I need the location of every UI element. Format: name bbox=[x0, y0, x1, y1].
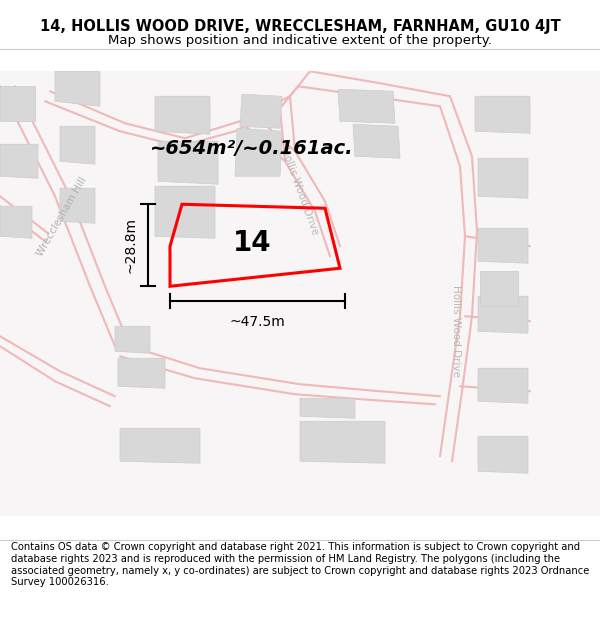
Polygon shape bbox=[155, 96, 210, 134]
Text: Wrecclesham Hill: Wrecclesham Hill bbox=[35, 175, 89, 258]
Polygon shape bbox=[353, 124, 400, 158]
Text: ~654m²/~0.161ac.: ~654m²/~0.161ac. bbox=[150, 139, 353, 158]
Polygon shape bbox=[478, 158, 528, 198]
Polygon shape bbox=[158, 141, 218, 184]
Polygon shape bbox=[0, 206, 32, 238]
Polygon shape bbox=[475, 96, 530, 133]
Text: ~47.5m: ~47.5m bbox=[230, 315, 286, 329]
Polygon shape bbox=[235, 128, 282, 176]
Polygon shape bbox=[55, 71, 100, 106]
Polygon shape bbox=[478, 368, 528, 403]
Polygon shape bbox=[0, 144, 38, 178]
Polygon shape bbox=[60, 188, 95, 223]
Polygon shape bbox=[120, 428, 200, 463]
Text: 14: 14 bbox=[233, 229, 272, 257]
Polygon shape bbox=[118, 358, 165, 388]
Polygon shape bbox=[478, 296, 528, 333]
Text: ~28.8m: ~28.8m bbox=[124, 217, 138, 273]
Polygon shape bbox=[300, 421, 385, 463]
Polygon shape bbox=[0, 86, 35, 121]
Text: 14, HOLLIS WOOD DRIVE, WRECCLESHAM, FARNHAM, GU10 4JT: 14, HOLLIS WOOD DRIVE, WRECCLESHAM, FARN… bbox=[40, 19, 560, 34]
Polygon shape bbox=[480, 271, 518, 306]
Polygon shape bbox=[115, 326, 150, 353]
Text: Hollis Wood Drive: Hollis Wood Drive bbox=[451, 285, 461, 378]
Text: Hollis Wood Drive: Hollis Wood Drive bbox=[280, 146, 320, 236]
Text: Contains OS data © Crown copyright and database right 2021. This information is : Contains OS data © Crown copyright and d… bbox=[11, 542, 589, 588]
Polygon shape bbox=[300, 398, 355, 418]
Polygon shape bbox=[478, 436, 528, 473]
Polygon shape bbox=[478, 228, 528, 263]
Polygon shape bbox=[60, 126, 95, 164]
Polygon shape bbox=[155, 186, 215, 238]
Polygon shape bbox=[240, 94, 282, 128]
Text: Map shows position and indicative extent of the property.: Map shows position and indicative extent… bbox=[108, 34, 492, 47]
Polygon shape bbox=[338, 89, 395, 123]
